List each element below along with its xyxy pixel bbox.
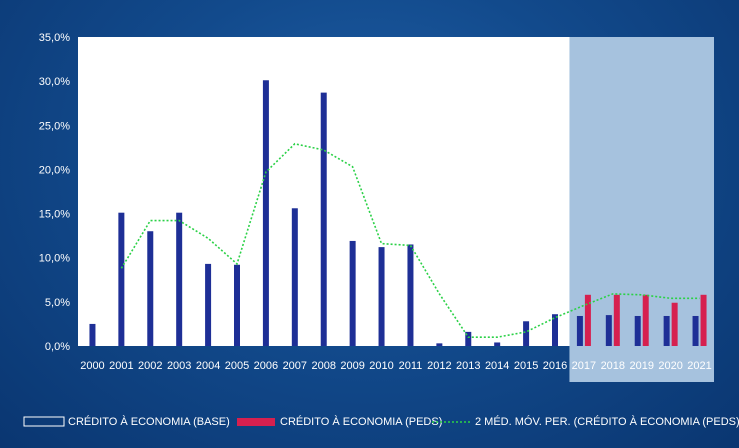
- y-tick-label: 5,0%: [45, 297, 70, 309]
- x-tick-label-2014: 2014: [485, 360, 509, 372]
- bar-base-2008: [320, 92, 327, 347]
- bar-base-2018: [605, 315, 612, 346]
- bar-base-2009: [349, 240, 356, 346]
- x-tick-label-2019: 2019: [629, 360, 653, 372]
- bar-base-2006: [262, 80, 269, 346]
- legend-swatch-peds: [237, 418, 275, 426]
- bar-base-2015: [523, 321, 530, 346]
- bar-base-2012: [436, 343, 443, 346]
- bar-peds-2021: [700, 294, 707, 346]
- x-tick-label-2017: 2017: [572, 360, 596, 372]
- x-tick-label-2000: 2000: [80, 360, 104, 372]
- bar-base-2005: [234, 264, 240, 346]
- x-tick-label-2001: 2001: [109, 360, 133, 372]
- bar-base-2021: [692, 315, 699, 346]
- x-tick-label-2005: 2005: [225, 360, 249, 372]
- bar-base-2010: [378, 247, 385, 346]
- x-tick-label-2013: 2013: [456, 360, 480, 372]
- y-tick-label: 30,0%: [39, 76, 70, 88]
- x-tick-label-2018: 2018: [601, 360, 625, 372]
- x-tick-label-2009: 2009: [340, 360, 364, 372]
- y-tick-label: 10,0%: [39, 253, 70, 265]
- bar-base-2017: [576, 315, 583, 346]
- x-tick-label-2008: 2008: [311, 360, 335, 372]
- x-tick-label-2002: 2002: [138, 360, 162, 372]
- bar-base-2001: [118, 212, 125, 346]
- bar-base-2011: [407, 244, 414, 346]
- legend-label-base: CRÉDITO À ECONOMIA (BASE): [68, 415, 230, 428]
- y-tick-label: 20,0%: [39, 164, 70, 176]
- x-tick-label-2016: 2016: [543, 360, 567, 372]
- bar-base-2004: [205, 263, 212, 346]
- bar-base-2007: [291, 208, 298, 346]
- bar-base-2000: [89, 323, 96, 346]
- x-tick-label-2010: 2010: [369, 360, 393, 372]
- x-tick-label-2011: 2011: [399, 360, 423, 372]
- bar-peds-2017: [584, 294, 591, 346]
- y-tick-label: 25,0%: [39, 120, 70, 132]
- bar-peds-2020: [671, 302, 678, 346]
- y-tick-label: 15,0%: [39, 209, 70, 221]
- y-tick-label: 35,0%: [39, 32, 70, 44]
- bar-base-2020: [663, 315, 670, 346]
- bar-base-2016: [552, 314, 558, 346]
- legend-label-peds: CRÉDITO À ECONOMIA (PEDS): [280, 415, 442, 428]
- x-tick-label-2020: 2020: [658, 360, 682, 372]
- x-tick-label-2006: 2006: [254, 360, 278, 372]
- bar-base-2002: [147, 231, 154, 346]
- bar-peds-2019: [642, 294, 649, 346]
- x-tick-label-2003: 2003: [167, 360, 191, 372]
- y-tick-label: 0,0%: [45, 341, 70, 353]
- bar-base-2014: [494, 342, 501, 346]
- legend-label-moving-average: 2 MÉD. MÓV. PER. (CRÉDITO À ECONOMIA (PE…: [475, 415, 739, 428]
- bar-base-2019: [634, 315, 641, 346]
- legend-swatch-base: [23, 416, 65, 427]
- forecast-band: [569, 37, 714, 382]
- x-tick-label-2012: 2012: [427, 360, 451, 372]
- bar-base-2013: [465, 331, 472, 346]
- bar-base-2003: [176, 212, 183, 346]
- x-tick-label-2004: 2004: [196, 360, 220, 372]
- x-tick-label-2015: 2015: [514, 360, 538, 372]
- bar-peds-2018: [613, 294, 620, 346]
- x-tick-label-2007: 2007: [283, 360, 307, 372]
- x-tick-label-2021: 2021: [687, 360, 711, 372]
